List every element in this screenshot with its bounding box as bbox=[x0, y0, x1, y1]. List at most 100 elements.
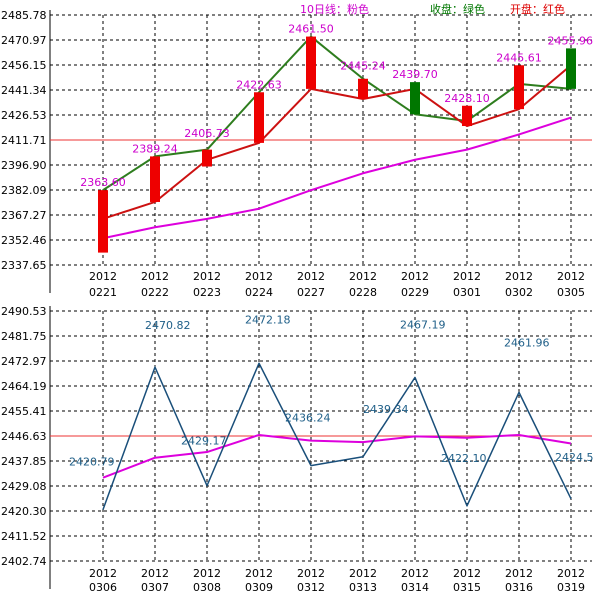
x-tick-date: 0222 bbox=[141, 286, 169, 299]
x-tick-date: 0312 bbox=[297, 581, 325, 593]
y-tick-label: 2352.46 bbox=[1, 234, 47, 247]
x-tick-year: 2012 bbox=[349, 567, 377, 580]
y-tick-label: 2396.90 bbox=[1, 159, 47, 172]
x-tick-date: 0227 bbox=[297, 286, 325, 299]
x-tick-year: 2012 bbox=[401, 270, 429, 283]
y-tick-label: 2411.52 bbox=[1, 530, 47, 543]
value-label: 2472.18 bbox=[245, 313, 291, 326]
value-label: 2420.79 bbox=[69, 456, 115, 469]
x-tick-year: 2012 bbox=[141, 567, 169, 580]
x-tick-year: 2012 bbox=[349, 270, 377, 283]
x-tick-date: 0319 bbox=[557, 581, 585, 593]
y-tick-label: 2464.19 bbox=[1, 380, 47, 393]
x-tick-date: 0224 bbox=[245, 286, 273, 299]
x-tick-year: 2012 bbox=[453, 567, 481, 580]
candle-down bbox=[410, 82, 420, 114]
value-label: 2422.10 bbox=[441, 452, 487, 465]
candle-up bbox=[514, 65, 524, 109]
candle-up bbox=[462, 106, 472, 126]
x-tick-date: 0308 bbox=[193, 581, 221, 593]
y-tick-label: 2437.85 bbox=[1, 455, 47, 468]
x-tick-year: 2012 bbox=[557, 270, 585, 283]
value-label: 2406.73 bbox=[184, 127, 230, 140]
x-tick-date: 0305 bbox=[557, 286, 585, 299]
x-tick-date: 0316 bbox=[505, 581, 533, 593]
x-tick-date: 0221 bbox=[89, 286, 117, 299]
y-tick-label: 2481.75 bbox=[1, 330, 47, 343]
y-tick-label: 2420.30 bbox=[1, 505, 47, 518]
y-tick-label: 2382.09 bbox=[1, 184, 47, 197]
ma-line bbox=[103, 435, 571, 478]
value-label: 2389.24 bbox=[132, 142, 178, 155]
value-label: 2428.10 bbox=[444, 92, 490, 105]
x-tick-year: 2012 bbox=[89, 270, 117, 283]
x-tick-year: 2012 bbox=[453, 270, 481, 283]
x-tick-year: 2012 bbox=[245, 270, 273, 283]
x-tick-year: 2012 bbox=[505, 270, 533, 283]
y-tick-label: 2426.53 bbox=[1, 109, 47, 122]
x-tick-year: 2012 bbox=[557, 567, 585, 580]
x-tick-date: 0315 bbox=[453, 581, 481, 593]
y-tick-label: 2337.65 bbox=[1, 259, 47, 272]
candle-up bbox=[150, 156, 160, 202]
legend-close: 收盘：绿色 bbox=[430, 2, 485, 16]
x-tick-year: 2012 bbox=[297, 567, 325, 580]
value-label: 2461.96 bbox=[504, 336, 550, 349]
ma10-line bbox=[103, 118, 571, 239]
y-tick-label: 2429.08 bbox=[1, 480, 47, 493]
y-tick-label: 2455.41 bbox=[1, 405, 47, 418]
y-tick-label: 2456.15 bbox=[1, 59, 47, 72]
candle-down bbox=[566, 48, 576, 89]
x-tick-year: 2012 bbox=[505, 567, 533, 580]
value-label: 2467.19 bbox=[400, 318, 446, 331]
x-tick-year: 2012 bbox=[245, 567, 273, 580]
candle-up bbox=[306, 37, 316, 89]
value-label: 2424.58 bbox=[555, 451, 593, 464]
value-label: 2439.34 bbox=[363, 403, 409, 416]
x-tick-year: 2012 bbox=[141, 270, 169, 283]
x-tick-year: 2012 bbox=[297, 270, 325, 283]
x-tick-date: 0314 bbox=[401, 581, 429, 593]
legend: 10日线：粉色 收盘：绿色 开盘：红色 bbox=[300, 2, 565, 16]
y-tick-label: 2485.78 bbox=[1, 9, 47, 22]
x-tick-date: 0309 bbox=[245, 581, 273, 593]
value-label: 2429.17 bbox=[181, 435, 227, 448]
value-label: 2461.50 bbox=[288, 23, 334, 36]
x-tick-year: 2012 bbox=[401, 567, 429, 580]
legend-ma10: 10日线：粉色 bbox=[300, 2, 369, 16]
legend-open: 开盘：红色 bbox=[510, 2, 565, 16]
x-tick-year: 2012 bbox=[193, 270, 221, 283]
value-label: 2470.82 bbox=[145, 319, 191, 332]
candle-up bbox=[358, 79, 368, 99]
x-tick-date: 0228 bbox=[349, 286, 377, 299]
x-tick-year: 2012 bbox=[193, 567, 221, 580]
value-label: 2422.63 bbox=[236, 78, 282, 91]
x-tick-date: 0306 bbox=[89, 581, 117, 593]
x-tick-date: 0223 bbox=[193, 286, 221, 299]
y-tick-label: 2446.63 bbox=[1, 430, 47, 443]
y-tick-label: 2367.27 bbox=[1, 209, 47, 222]
x-tick-date: 0229 bbox=[401, 286, 429, 299]
x-tick-date: 0307 bbox=[141, 581, 169, 593]
y-tick-label: 2411.71 bbox=[1, 134, 47, 147]
value-label: 2445.61 bbox=[496, 51, 542, 64]
y-tick-label: 2470.97 bbox=[1, 34, 47, 47]
candle-up bbox=[98, 190, 108, 252]
value-label: 2363.60 bbox=[80, 176, 126, 189]
candle-up bbox=[202, 150, 212, 167]
y-tick-label: 2402.74 bbox=[1, 555, 47, 568]
value-label: 2439.70 bbox=[392, 68, 438, 81]
x-tick-date: 0302 bbox=[505, 286, 533, 299]
candle-up bbox=[254, 92, 264, 143]
x-tick-date: 0301 bbox=[453, 286, 481, 299]
value-label: 2436.24 bbox=[285, 412, 331, 425]
y-tick-label: 2472.97 bbox=[1, 355, 47, 368]
x-tick-year: 2012 bbox=[89, 567, 117, 580]
y-tick-label: 2441.34 bbox=[1, 84, 47, 97]
y-tick-label: 2490.53 bbox=[1, 305, 47, 318]
value-label: 2445.24 bbox=[340, 60, 386, 73]
x-tick-date: 0313 bbox=[349, 581, 377, 593]
value-label: 2455.96 bbox=[548, 34, 593, 47]
